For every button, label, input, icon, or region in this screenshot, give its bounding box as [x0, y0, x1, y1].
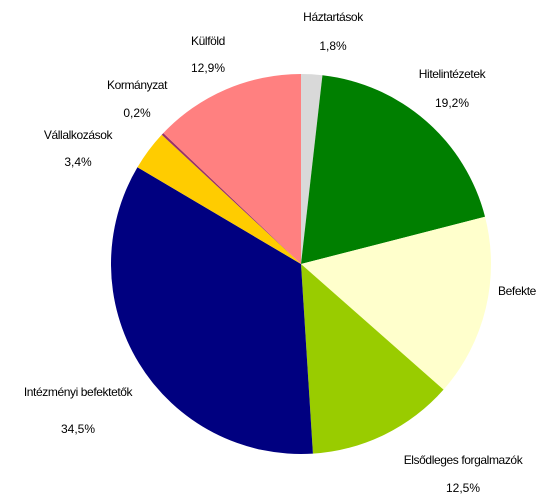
value-label: 19,2% — [435, 96, 469, 110]
pie-slice — [110, 167, 313, 455]
slice-label: Befekte — [498, 284, 537, 298]
slice-label: Vállalkozások — [44, 128, 114, 142]
pie-slice — [301, 264, 444, 454]
slice-label: Külföld — [191, 34, 225, 48]
value-label: 1,8% — [319, 39, 347, 53]
slice-label: Intézményi befektetők — [24, 385, 134, 399]
slice-label: Hitelintézetek — [419, 67, 487, 81]
value-label: 12,9% — [191, 61, 225, 75]
value-label: 12,5% — [446, 481, 480, 495]
pie-slice — [163, 74, 301, 264]
value-label: 3,4% — [64, 155, 92, 169]
slice-label: Háztartások — [303, 10, 364, 24]
pie-slice — [301, 216, 491, 390]
pie-slice — [301, 74, 323, 264]
slice-label: Elsődleges forgalmazók — [404, 453, 524, 467]
pie-slice — [161, 133, 301, 264]
value-label: 0,2% — [123, 106, 151, 120]
value-label: 34,5% — [61, 422, 95, 436]
slice-label: Kormányzat — [107, 78, 168, 92]
pie-slice — [137, 134, 301, 264]
pie-slice — [301, 75, 486, 264]
